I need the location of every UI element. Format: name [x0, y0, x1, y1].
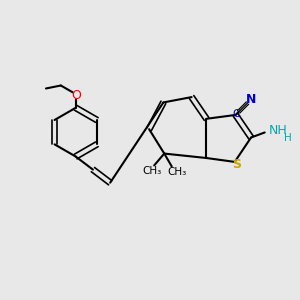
- Text: S: S: [232, 158, 242, 171]
- Text: C: C: [232, 109, 240, 119]
- Text: H: H: [284, 133, 292, 142]
- Text: CH₃: CH₃: [142, 167, 161, 176]
- Text: N: N: [246, 93, 256, 106]
- Text: O: O: [71, 89, 81, 102]
- Text: CH₃: CH₃: [167, 167, 186, 177]
- Text: NH: NH: [268, 124, 287, 137]
